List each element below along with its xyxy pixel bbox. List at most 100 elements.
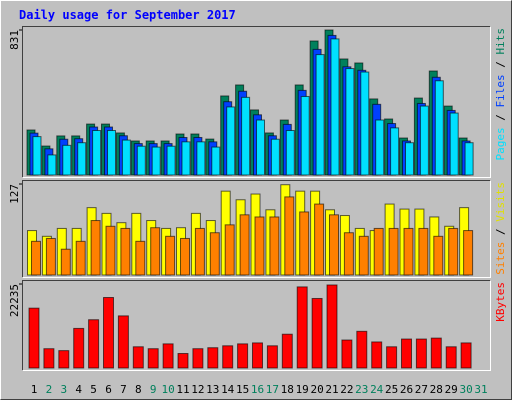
bar bbox=[375, 119, 385, 176]
bar bbox=[88, 319, 100, 369]
bar bbox=[47, 154, 57, 176]
bar bbox=[73, 327, 85, 369]
bar bbox=[360, 71, 370, 176]
x-tick-label: 23 bbox=[355, 383, 368, 396]
x-tick-label: 31 bbox=[474, 383, 487, 396]
bar bbox=[256, 119, 265, 176]
x-tick-label: 22 bbox=[340, 383, 353, 396]
bar bbox=[226, 106, 236, 176]
bar bbox=[194, 227, 205, 276]
bar bbox=[211, 146, 221, 176]
x-tick-label: 2 bbox=[46, 383, 53, 396]
legend-separator: / bbox=[494, 55, 507, 75]
bar bbox=[434, 80, 444, 176]
legend-entry: Pages bbox=[494, 127, 507, 160]
bar bbox=[31, 240, 41, 276]
bar bbox=[222, 345, 234, 369]
panel-bevel bbox=[22, 180, 491, 278]
bar bbox=[330, 38, 340, 176]
bar bbox=[329, 214, 339, 276]
bar bbox=[254, 216, 265, 276]
bar bbox=[415, 338, 427, 369]
bar bbox=[390, 127, 400, 176]
panel-bevel bbox=[22, 26, 491, 178]
x-tick-label: 6 bbox=[105, 383, 112, 396]
x-tick-label: 28 bbox=[430, 383, 443, 396]
bar bbox=[181, 141, 191, 176]
x-tick-label: 30 bbox=[459, 383, 472, 396]
bar bbox=[58, 350, 70, 369]
bar bbox=[343, 232, 354, 276]
chart-title: Daily usage for September 2017 bbox=[19, 8, 236, 22]
bar bbox=[326, 284, 338, 369]
bar bbox=[180, 237, 190, 276]
bar bbox=[296, 286, 308, 369]
bar bbox=[241, 96, 251, 176]
bar bbox=[449, 112, 459, 176]
bar bbox=[373, 227, 384, 276]
bar bbox=[117, 315, 129, 369]
x-tick-label: 13 bbox=[206, 383, 219, 396]
bar bbox=[315, 54, 325, 176]
bar bbox=[386, 346, 398, 369]
x-tick-label: 4 bbox=[75, 383, 82, 396]
x-tick-label: 26 bbox=[400, 383, 413, 396]
bar bbox=[121, 139, 131, 176]
bar bbox=[147, 348, 159, 369]
bar bbox=[120, 227, 131, 276]
bar bbox=[371, 341, 383, 369]
bar bbox=[460, 342, 472, 369]
x-tick-label: 15 bbox=[236, 383, 249, 396]
bar bbox=[32, 136, 42, 176]
bar bbox=[285, 130, 295, 176]
bar bbox=[75, 240, 86, 276]
bar bbox=[28, 307, 40, 369]
x-tick-label: 27 bbox=[415, 383, 428, 396]
bar bbox=[345, 68, 355, 176]
bar bbox=[132, 346, 144, 369]
bar bbox=[463, 230, 474, 276]
bar bbox=[388, 227, 399, 276]
bar bbox=[430, 337, 442, 369]
panel-bevel bbox=[22, 180, 491, 278]
x-tick-label: 14 bbox=[221, 383, 235, 396]
bar bbox=[165, 235, 176, 276]
legend-entry: KBytes bbox=[494, 282, 507, 322]
bar bbox=[314, 203, 325, 276]
x-tick-label: 9 bbox=[150, 383, 157, 396]
bar bbox=[90, 220, 101, 276]
bar bbox=[403, 227, 414, 276]
bar bbox=[358, 235, 369, 276]
bar bbox=[107, 130, 116, 176]
panel-bevel bbox=[22, 280, 491, 371]
x-tick-label: 19 bbox=[296, 383, 309, 396]
legend-entry: Hits bbox=[494, 28, 507, 55]
x-tick-label: 11 bbox=[176, 383, 189, 396]
x-tick-label: 29 bbox=[445, 383, 458, 396]
bar bbox=[77, 142, 87, 176]
bar bbox=[92, 130, 102, 176]
legend-entry: Files bbox=[494, 74, 507, 107]
bar bbox=[401, 338, 412, 369]
legend: Sites / Visits bbox=[494, 182, 507, 275]
bar bbox=[419, 105, 429, 176]
bar bbox=[207, 347, 219, 369]
x-tick-label: 25 bbox=[385, 383, 398, 396]
x-tick-label: 18 bbox=[281, 383, 294, 396]
x-tick-label: 3 bbox=[60, 383, 67, 396]
bar bbox=[299, 211, 310, 276]
bar bbox=[162, 343, 174, 369]
y-tick-label: 831 bbox=[8, 30, 21, 50]
legend: Pages / Files / Hits bbox=[494, 28, 507, 161]
x-tick-label: 20 bbox=[310, 383, 323, 396]
x-tick-label: 10 bbox=[161, 383, 174, 396]
legend: KBytes bbox=[494, 282, 507, 322]
bar bbox=[209, 232, 220, 276]
bar bbox=[151, 146, 161, 176]
x-tick-label: 5 bbox=[90, 383, 97, 396]
bar bbox=[341, 339, 353, 369]
panel-bevel bbox=[22, 280, 491, 371]
bar bbox=[60, 248, 71, 276]
x-tick-label: 17 bbox=[266, 383, 279, 396]
